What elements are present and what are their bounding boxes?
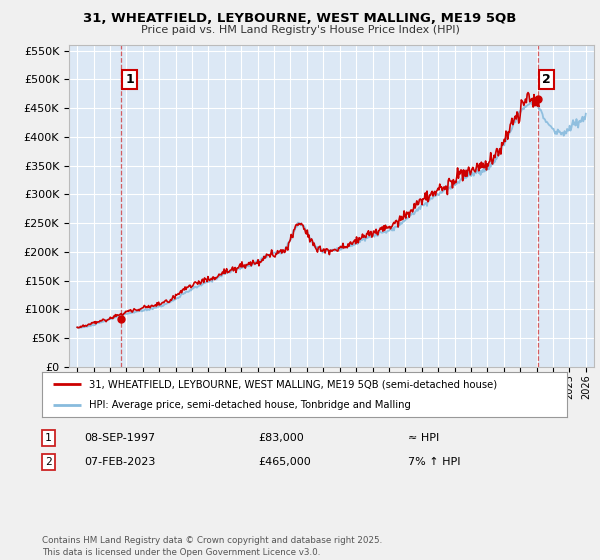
Text: 1: 1 — [45, 433, 52, 443]
Text: 08-SEP-1997: 08-SEP-1997 — [84, 433, 155, 443]
Text: £83,000: £83,000 — [258, 433, 304, 443]
Text: HPI: Average price, semi-detached house, Tonbridge and Malling: HPI: Average price, semi-detached house,… — [89, 400, 411, 410]
Text: 2: 2 — [542, 73, 551, 86]
Text: £465,000: £465,000 — [258, 457, 311, 467]
Text: 2: 2 — [45, 457, 52, 467]
Text: 07-FEB-2023: 07-FEB-2023 — [84, 457, 155, 467]
Text: Price paid vs. HM Land Registry's House Price Index (HPI): Price paid vs. HM Land Registry's House … — [140, 25, 460, 35]
Text: ≈ HPI: ≈ HPI — [408, 433, 439, 443]
Text: 31, WHEATFIELD, LEYBOURNE, WEST MALLING, ME19 5QB: 31, WHEATFIELD, LEYBOURNE, WEST MALLING,… — [83, 12, 517, 25]
Text: 1: 1 — [125, 73, 134, 86]
Text: Contains HM Land Registry data © Crown copyright and database right 2025.
This d: Contains HM Land Registry data © Crown c… — [42, 536, 382, 557]
Text: 31, WHEATFIELD, LEYBOURNE, WEST MALLING, ME19 5QB (semi-detached house): 31, WHEATFIELD, LEYBOURNE, WEST MALLING,… — [89, 380, 497, 390]
Text: 7% ↑ HPI: 7% ↑ HPI — [408, 457, 461, 467]
